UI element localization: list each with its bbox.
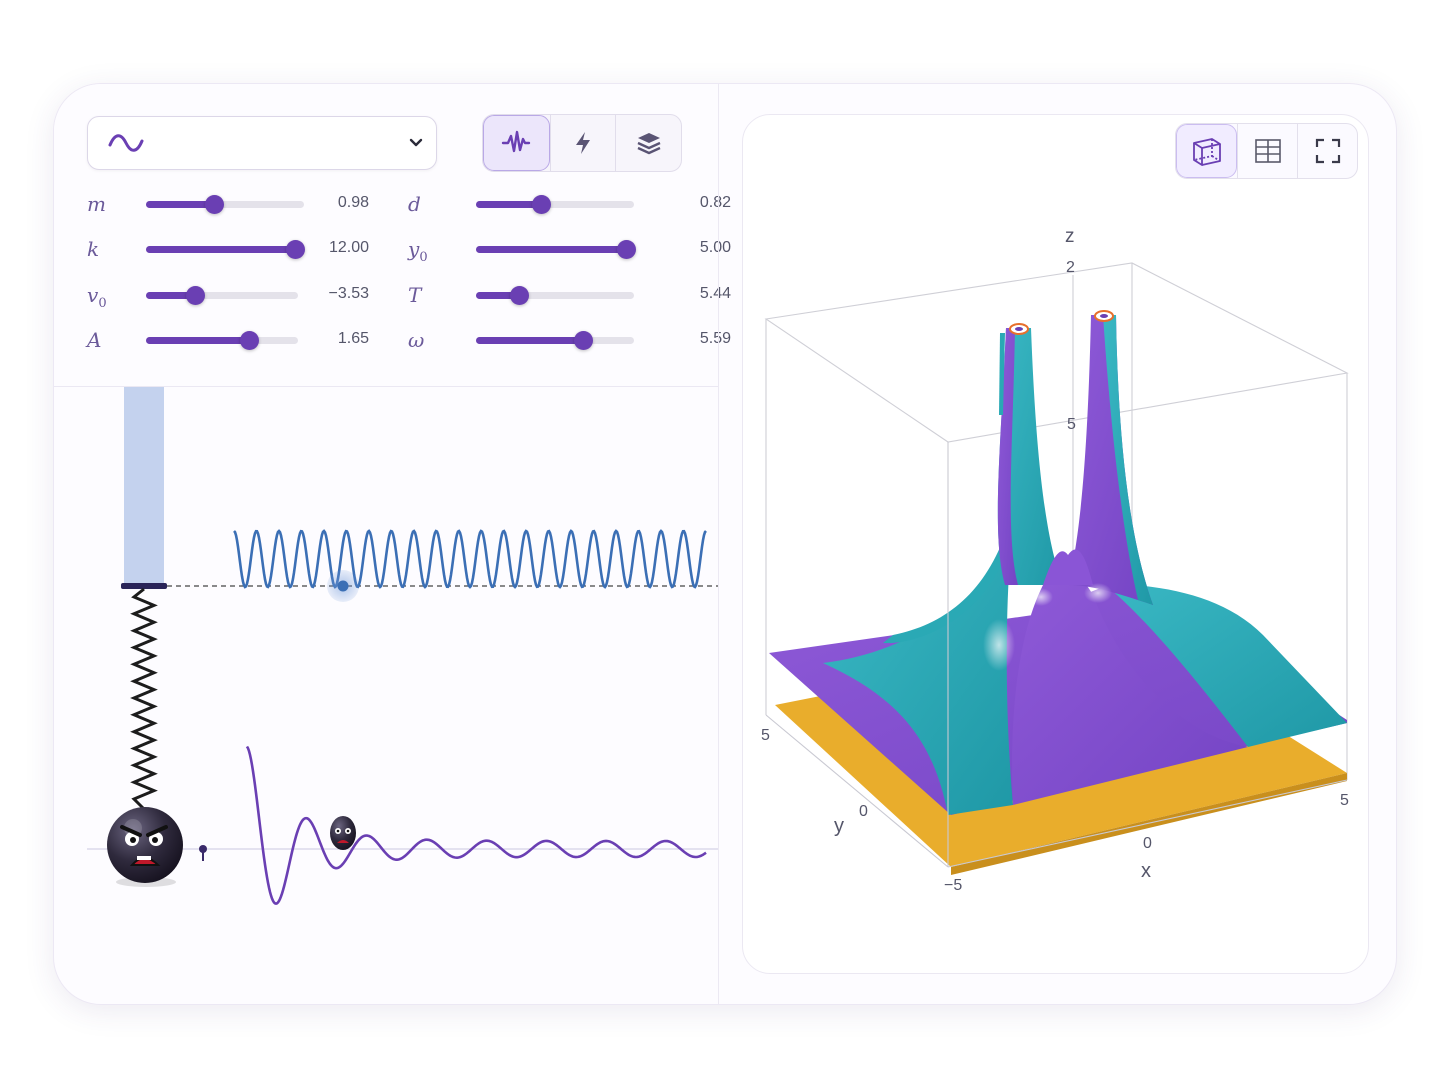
param-slider[interactable] (476, 240, 637, 259)
z-tick: 5 (1067, 416, 1076, 433)
surface-spike-left (997, 328, 1063, 585)
mode-toggle-group (482, 114, 682, 172)
preset-dropdown[interactable] (87, 116, 437, 170)
slider-thumb[interactable] (617, 240, 637, 259)
param-label: A (87, 328, 102, 352)
param-row: k 12.00 (87, 237, 387, 261)
damped-wave (245, 745, 707, 906)
waveform-icon (502, 130, 531, 153)
param-slider[interactable] (476, 286, 634, 305)
param-value: 1.65 (337, 330, 369, 347)
param-row: y0 5.00 (408, 237, 731, 265)
mode-oscillation-button[interactable] (483, 115, 550, 171)
wave-cursor (337, 580, 349, 592)
param-label: d (408, 192, 421, 216)
parameter-controls: m 0.98 k 12.00 v0 −3.53 A 1.65 d 0.82 y0 5.00 T 5.44 ω… (54, 84, 731, 387)
slider-thumb[interactable] (240, 331, 260, 350)
param-label: ω (408, 328, 425, 352)
y-tick: 0 (859, 803, 868, 820)
param-value: 5.44 (699, 285, 731, 302)
param-row: T 5.44 (408, 283, 731, 307)
surface-teal-left (823, 545, 1013, 815)
view-3d-button[interactable] (1176, 124, 1237, 178)
cube-3d-icon (1192, 138, 1221, 166)
slider-thumb[interactable] (574, 331, 594, 350)
chevron-down-icon (408, 135, 424, 156)
param-label: v0 (87, 283, 107, 311)
surface-plot-panel: z 2 5 5 0 y −5 0 5 x (742, 114, 1369, 974)
param-row: d 0.82 (408, 192, 731, 216)
slider-thumb[interactable] (285, 240, 305, 259)
position-wave (233, 529, 707, 589)
lightning-icon (576, 132, 590, 154)
view-table-button[interactable] (1237, 124, 1297, 178)
oscillator-panel: m 0.98 k 12.00 v0 −3.53 A 1.65 d 0.82 y0 5.00 T 5.44 ω… (54, 84, 731, 1004)
param-label: y0 (408, 237, 428, 265)
param-row: v0 −3.53 (87, 283, 387, 311)
y-tick: 5 (761, 727, 770, 744)
slider-thumb[interactable] (531, 195, 551, 214)
equilibrium-plate (121, 583, 167, 589)
fullscreen-button[interactable] (1297, 124, 1357, 178)
spring-coil (130, 587, 158, 811)
oscillator-animation (54, 387, 718, 1004)
layers-icon (637, 133, 661, 155)
simulator-card: m 0.98 k 12.00 v0 −3.53 A 1.65 d 0.82 y0 5.00 T 5.44 ω… (53, 83, 1397, 1005)
slider-thumb[interactable] (204, 195, 224, 214)
param-slider[interactable] (146, 240, 305, 259)
x-tick: −5 (944, 877, 962, 894)
mode-force-button[interactable] (549, 115, 616, 171)
y-axis-label: y (834, 815, 844, 837)
param-slider[interactable] (146, 331, 298, 350)
x-tick: 5 (1340, 792, 1349, 809)
param-slider[interactable] (146, 195, 304, 214)
param-value: 12.00 (328, 239, 369, 256)
view-toggle-group (1175, 123, 1358, 179)
param-value: 0.98 (337, 194, 369, 211)
slider-thumb[interactable] (185, 286, 205, 305)
panel-divider (718, 84, 719, 1004)
param-value: −3.53 (328, 285, 369, 302)
z-axis-label: z (1065, 226, 1075, 247)
param-value: 5.59 (699, 330, 731, 347)
x-tick: 0 (1143, 835, 1152, 852)
param-row: ω 5.59 (408, 328, 731, 352)
surface-teal-right (1103, 583, 1347, 747)
fullscreen-icon (1315, 138, 1340, 164)
sine-wave-icon (108, 131, 144, 160)
mode-layers-button[interactable] (615, 115, 681, 171)
surface-plot-3d[interactable]: z 2 5 5 0 y −5 0 5 x (743, 115, 1368, 973)
param-slider[interactable] (476, 331, 634, 350)
param-value: 0.82 (699, 194, 731, 211)
param-label: m (87, 192, 106, 216)
grid-table-icon (1254, 139, 1281, 163)
param-slider[interactable] (476, 195, 634, 214)
x-axis-label: x (1141, 860, 1151, 882)
mass-ball[interactable] (107, 807, 183, 887)
param-label: k (87, 237, 100, 261)
slider-thumb[interactable] (509, 286, 529, 305)
marker-pin (199, 845, 207, 853)
param-label: T (408, 283, 422, 307)
bounding-box-front (765, 442, 1348, 868)
z-tick: 2 (1066, 259, 1075, 276)
param-value: 5.00 (699, 239, 731, 256)
param-row: A 1.65 (87, 328, 387, 352)
surface-central-funnel (1012, 570, 1248, 805)
spring-mount-bar (124, 387, 164, 585)
mini-mass-ball (330, 816, 356, 850)
param-slider[interactable] (146, 286, 298, 305)
param-row: m 0.98 (87, 192, 387, 216)
